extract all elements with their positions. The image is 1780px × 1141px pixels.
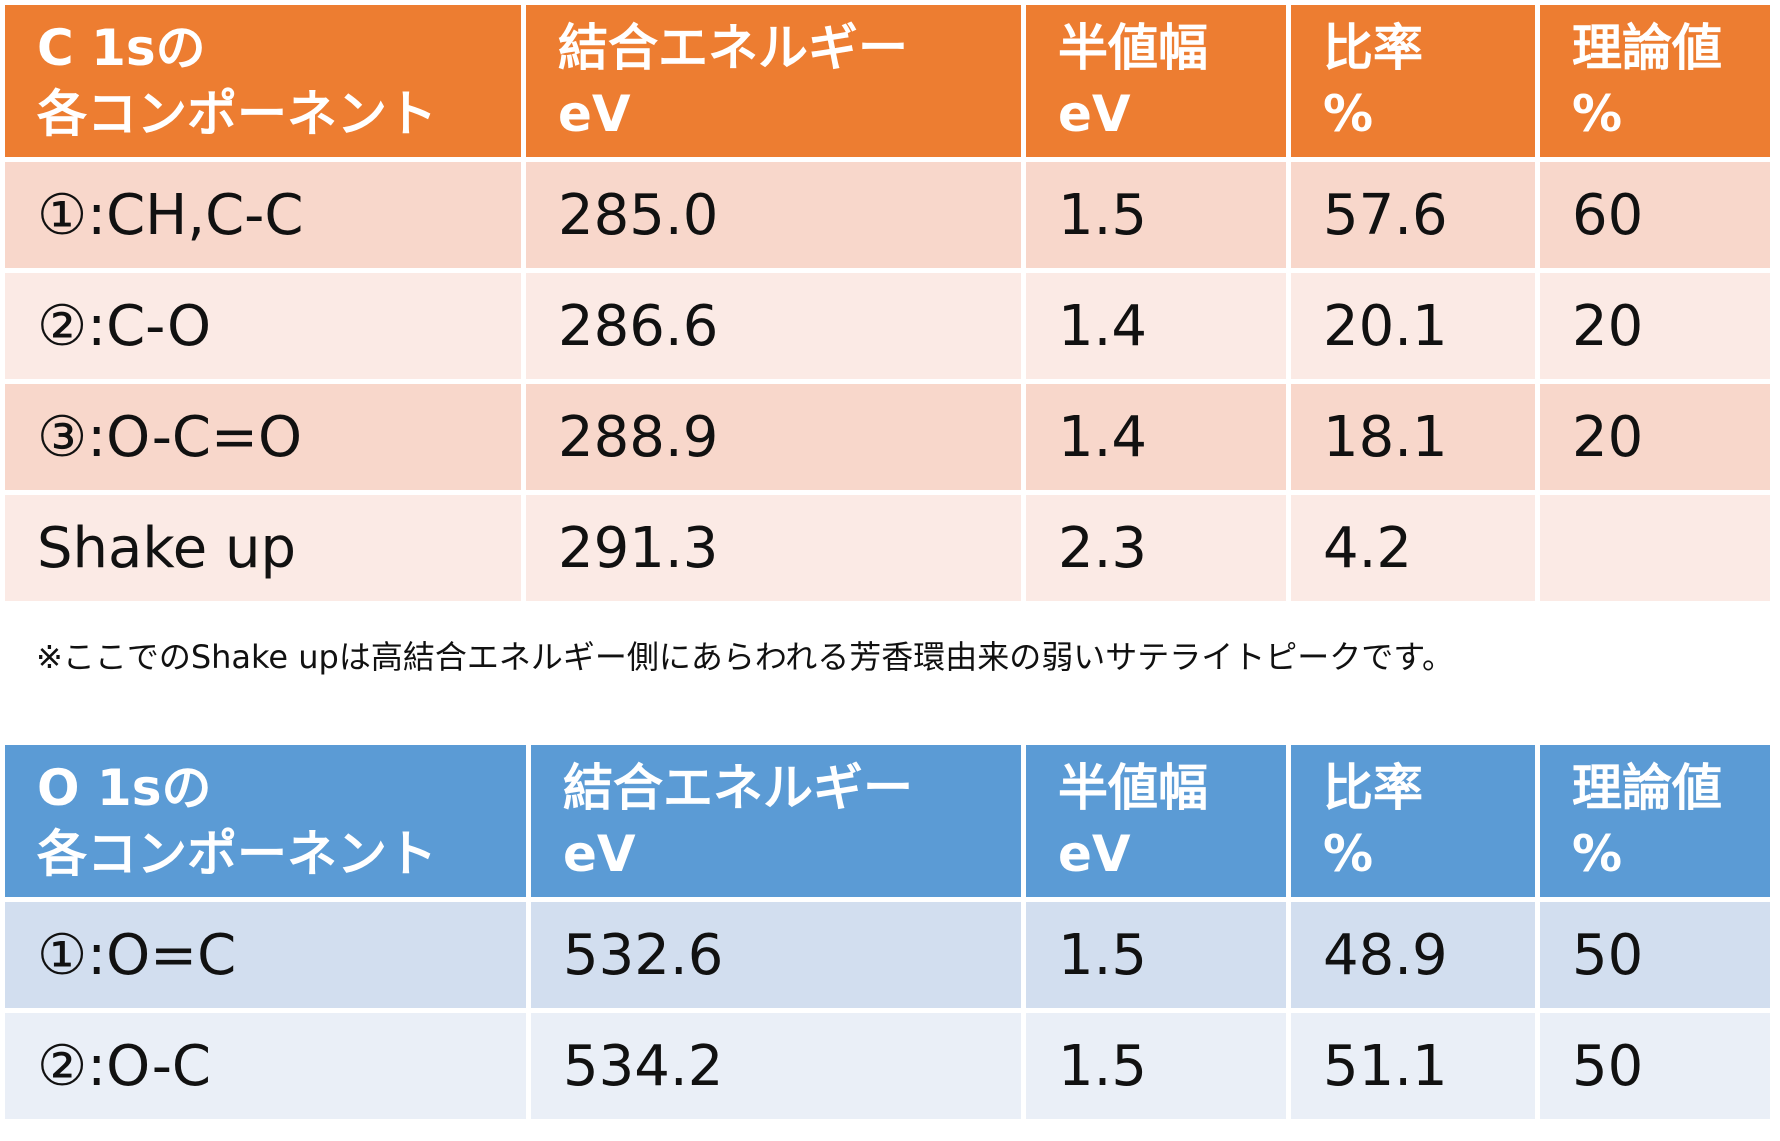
header-ratio: 比率% bbox=[1291, 5, 1535, 157]
table-row: ②:C-O 286.6 1.4 20.1 20 bbox=[5, 273, 1770, 379]
cell-ratio: 4.2 bbox=[1291, 495, 1535, 601]
cell-theoretical: 50 bbox=[1540, 902, 1770, 1008]
cell-theoretical: 20 bbox=[1540, 273, 1770, 379]
cell-ratio: 18.1 bbox=[1291, 384, 1535, 490]
cell-fwhm: 1.5 bbox=[1026, 162, 1286, 268]
cell-ratio: 51.1 bbox=[1291, 1013, 1535, 1119]
cell-fwhm: 1.4 bbox=[1026, 273, 1286, 379]
cell-theoretical bbox=[1540, 495, 1770, 601]
c1s-components-table: C 1sの 各コンポーネント 結合エネルギー eV 半値幅 eV 比率% 理論値% ①… bbox=[5, 5, 1770, 601]
header-binding-energy: 結合エネルギー eV bbox=[531, 745, 1021, 897]
table-row: Shake up 291.3 2.3 4.2 bbox=[5, 495, 1770, 601]
table-row: ③:O-C=O 288.9 1.4 18.1 20 bbox=[5, 384, 1770, 490]
cell-binding-energy: 532.6 bbox=[531, 902, 1021, 1008]
cell-fwhm: 2.3 bbox=[1026, 495, 1286, 601]
cell-binding-energy: 286.6 bbox=[526, 273, 1021, 379]
cell-component: ③:O-C=O bbox=[5, 384, 521, 490]
header-binding-energy: 結合エネルギー eV bbox=[526, 5, 1021, 157]
cell-fwhm: 1.5 bbox=[1026, 1013, 1286, 1119]
cell-component: ①:CH,C-C bbox=[5, 162, 521, 268]
table-header-row: C 1sの 各コンポーネント 結合エネルギー eV 半値幅 eV 比率% 理論値% bbox=[5, 5, 1770, 157]
o1s-components-table: O 1sの 各コンポーネント 結合エネルギー eV 半値幅 eV 比率% 理論値% ①… bbox=[0, 740, 1775, 1124]
cell-binding-energy: 285.0 bbox=[526, 162, 1021, 268]
cell-component: ②:O-C bbox=[5, 1013, 526, 1119]
header-fwhm: 半値幅 eV bbox=[1026, 5, 1286, 157]
table-header-row: O 1sの 各コンポーネント 結合エネルギー eV 半値幅 eV 比率% 理論値% bbox=[5, 745, 1770, 897]
cell-theoretical: 50 bbox=[1540, 1013, 1770, 1119]
cell-component: Shake up bbox=[5, 495, 521, 601]
shake-up-footnote: ※ここでのShake upは高結合エネルギー側にあらわれる芳香環由来の弱いサテラ… bbox=[36, 638, 1455, 676]
header-fwhm: 半値幅 eV bbox=[1026, 745, 1286, 897]
cell-binding-energy: 534.2 bbox=[531, 1013, 1021, 1119]
header-ratio: 比率% bbox=[1291, 745, 1535, 897]
cell-component: ②:C-O bbox=[5, 273, 521, 379]
cell-ratio: 57.6 bbox=[1291, 162, 1535, 268]
cell-binding-energy: 291.3 bbox=[526, 495, 1021, 601]
header-theoretical: 理論値% bbox=[1540, 745, 1770, 897]
cell-theoretical: 20 bbox=[1540, 384, 1770, 490]
cell-fwhm: 1.5 bbox=[1026, 902, 1286, 1008]
cell-binding-energy: 288.9 bbox=[526, 384, 1021, 490]
header-component: C 1sの 各コンポーネント bbox=[5, 5, 521, 157]
table-row: ①:O=C 532.6 1.5 48.9 50 bbox=[5, 902, 1770, 1008]
header-theoretical: 理論値% bbox=[1540, 5, 1770, 157]
header-component: O 1sの 各コンポーネント bbox=[5, 745, 526, 897]
cell-fwhm: 1.4 bbox=[1026, 384, 1286, 490]
cell-theoretical: 60 bbox=[1540, 162, 1770, 268]
cell-component: ①:O=C bbox=[5, 902, 526, 1008]
table-row: ②:O-C 534.2 1.5 51.1 50 bbox=[5, 1013, 1770, 1119]
cell-ratio: 20.1 bbox=[1291, 273, 1535, 379]
table-row: ①:CH,C-C 285.0 1.5 57.6 60 bbox=[5, 162, 1770, 268]
cell-ratio: 48.9 bbox=[1291, 902, 1535, 1008]
